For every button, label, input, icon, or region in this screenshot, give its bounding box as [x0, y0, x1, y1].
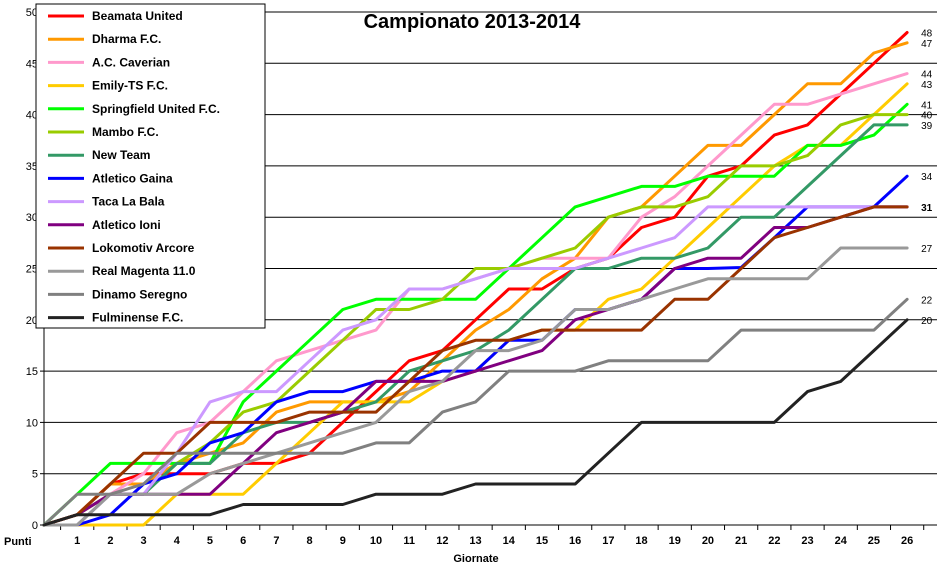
y-tick-label: 40: [26, 110, 38, 122]
end-label: 22: [921, 295, 933, 306]
legend-entry-label: Emily-TS F.C.: [92, 79, 168, 93]
legend-entry-label: Mambo F.C.: [92, 125, 159, 139]
series-line: [42, 41, 909, 527]
series-line: [42, 205, 909, 527]
legend-entry-label: Lokomotiv Arcore: [92, 241, 195, 255]
legend-entry-label: Dharma F.C.: [92, 32, 161, 46]
end-label: 40: [921, 111, 933, 122]
x-tick-label: 16: [569, 535, 581, 547]
legend-entry-label: New Team: [92, 148, 150, 162]
x-tick-label: 11: [403, 535, 415, 547]
x-tick-label: 17: [602, 535, 614, 547]
legend-entry-label: Atletico Gaina: [92, 171, 173, 185]
series-lines: [42, 31, 909, 527]
x-tick-label: 24: [835, 535, 848, 547]
y-tick-label: 5: [32, 469, 38, 481]
series-line: [42, 113, 909, 527]
y-tick-label: 50: [26, 7, 38, 19]
series-line: [42, 205, 909, 527]
end-label: 20: [921, 316, 933, 327]
legend-entry-label: Real Magenta 11.0: [92, 264, 196, 278]
y-tick-label: 30: [26, 212, 38, 224]
x-tick-label: 22: [768, 535, 780, 547]
end-label: 39: [921, 121, 933, 132]
legend-entry-label: Atletico Ioni: [92, 218, 161, 232]
series-line: [42, 205, 909, 527]
y-tick-label: 45: [26, 58, 38, 70]
x-tick-label: 8: [307, 535, 313, 547]
end-label: 47: [921, 39, 933, 50]
x-tick-label: 2: [107, 535, 113, 547]
x-tick-label: 26: [901, 535, 913, 547]
end-label: 48: [921, 29, 933, 40]
x-tick-label: 25: [868, 535, 880, 547]
legend: Beamata United Dharma F.C. A.C. Caverian Em…: [35, 3, 266, 329]
end-label: 41: [921, 100, 933, 111]
x-tick-label: 4: [174, 535, 181, 547]
chart-title: Campionato 2013-2014: [364, 11, 582, 33]
x-tick-label: 14: [503, 535, 516, 547]
x-tick-label: 1: [74, 535, 80, 547]
end-label: 34: [921, 172, 933, 183]
x-tick-label: 23: [801, 535, 813, 547]
x-tick-label: 12: [436, 535, 448, 547]
x-tick-label: 19: [669, 535, 681, 547]
series-line: [42, 246, 909, 527]
x-tick-label: 15: [536, 535, 548, 547]
x-tick-label: 3: [141, 535, 147, 547]
y-tick-label: 20: [26, 315, 38, 327]
y-tick-label: 35: [26, 161, 38, 173]
x-tick-label: 13: [469, 535, 481, 547]
y-tick-label: 15: [26, 366, 38, 378]
legend-box: [35, 3, 266, 329]
x-axis-label: Giornate: [453, 553, 498, 565]
x-tick-label: 21: [735, 535, 747, 547]
y-axis-label: Punti: [4, 536, 32, 548]
x-tick-label: 6: [240, 535, 246, 547]
legend-entry-label: Dinamo Seregno: [92, 287, 187, 301]
end-label: 43: [921, 80, 933, 91]
x-tick-label: 7: [273, 535, 279, 547]
end-label: 27: [921, 244, 933, 255]
y-tick-label: 10: [26, 417, 38, 429]
series-line: [42, 31, 909, 527]
legend-entry-label: Fulminense F.C.: [92, 311, 183, 325]
legend-entry-label: Taca La Bala: [92, 195, 165, 209]
end-label: 44: [921, 70, 933, 81]
series-line: [42, 318, 909, 527]
x-tick-label: 10: [370, 535, 382, 547]
legend-entry-label: Springfield United F.C.: [92, 102, 220, 116]
y-tick-label: 0: [32, 520, 38, 532]
end-label: 31: [921, 203, 933, 214]
legend-entry-label: Beamata United: [92, 9, 183, 23]
series-line: [42, 297, 909, 527]
y-tick-label: 25: [26, 264, 38, 276]
x-tick-label: 20: [702, 535, 714, 547]
x-tick-label: 5: [207, 535, 213, 547]
x-tick-label: 9: [340, 535, 346, 547]
x-tick-label: 18: [635, 535, 647, 547]
legend-entry-label: A.C. Caverian: [92, 55, 170, 69]
